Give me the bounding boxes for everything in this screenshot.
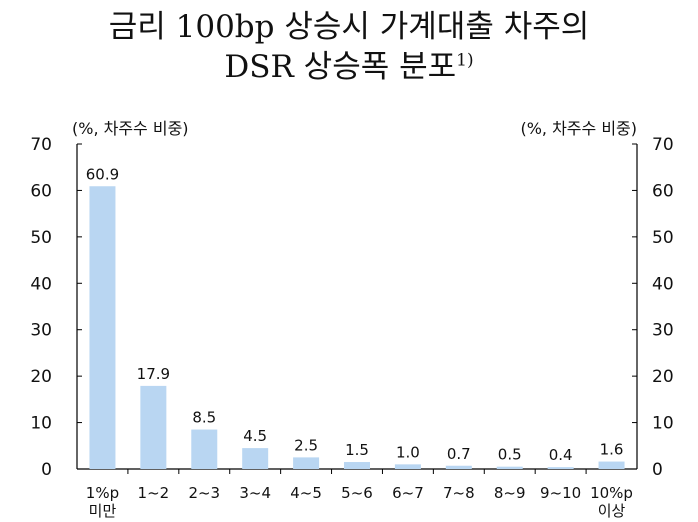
bar-value-label: 2.5 [294, 436, 318, 454]
bar [242, 448, 269, 469]
y-tick-label-right: 60 [652, 181, 674, 201]
y-tick-label-left: 20 [30, 367, 52, 387]
y-tick-label-right: 20 [652, 367, 674, 387]
footnote-mark: 1) [456, 50, 474, 71]
x-tick-label: 이상 [598, 502, 626, 520]
bar-value-label: 0.4 [549, 446, 573, 464]
x-tick-label: 9~10 [540, 484, 581, 502]
bar [293, 457, 320, 469]
plot-area: 0 0 10 10 20 20 30 30 40 40 50 50 60 60 70 70 60.9 1%p미만 1… [30, 135, 673, 520]
left-unit-label: (%, 차주수 비중) [72, 119, 189, 138]
x-tick-label: 4~5 [290, 484, 322, 502]
bar [344, 462, 370, 469]
bar [89, 186, 116, 469]
y-tick-label-right: 0 [652, 460, 663, 480]
right-unit-label: (%, 차주수 비중) [520, 119, 637, 138]
bar-value-label: 0.5 [498, 446, 522, 464]
bar [547, 467, 574, 469]
bar-value-label: 1.6 [600, 441, 624, 459]
y-tick-label-left: 10 [30, 414, 52, 434]
y-tick-label-left: 60 [30, 181, 52, 201]
x-tick-label: 6~7 [392, 484, 424, 502]
bar-value-label: 8.5 [192, 409, 216, 427]
bar [191, 429, 218, 469]
x-tick-label: 3~4 [239, 484, 271, 502]
x-tick-label: 미만 [89, 502, 117, 520]
y-tick-label-left: 50 [30, 228, 52, 248]
y-tick-label-right: 10 [652, 414, 674, 434]
bar [394, 464, 421, 469]
y-tick-label-right: 30 [652, 321, 674, 341]
chart-title-line2: DSR 상승폭 분포1) [0, 52, 698, 83]
bar-value-label: 1.0 [396, 443, 420, 461]
bar [496, 466, 523, 469]
x-tick-label: 1%p [86, 484, 119, 502]
x-tick-label: 2~3 [188, 484, 220, 502]
bar-value-label: 17.9 [137, 365, 170, 383]
x-tick-label: 1~2 [138, 484, 170, 502]
x-tick-label: 10%p [590, 484, 633, 502]
y-tick-label-left: 0 [41, 460, 52, 480]
bar-value-label: 1.5 [345, 441, 369, 459]
y-tick-label-right: 70 [652, 135, 674, 155]
y-tick-label-right: 40 [652, 274, 674, 294]
y-tick-label-left: 30 [30, 321, 52, 341]
bar-value-label: 0.7 [447, 445, 471, 463]
x-tick-label: 8~9 [494, 484, 526, 502]
bar-value-label: 60.9 [86, 165, 119, 183]
bar-value-label: 4.5 [243, 427, 267, 445]
x-tick-label: 5~6 [341, 484, 373, 502]
y-tick-label-right: 50 [652, 228, 674, 248]
bar [445, 465, 472, 469]
chart-title-line1: 금리 100bp 상승시 가계대출 차주의 [0, 12, 698, 43]
y-tick-label-left: 40 [30, 274, 52, 294]
bar [140, 385, 167, 469]
chart-title-text-2: DSR 상승폭 분포 [224, 49, 457, 85]
y-tick-label-left: 70 [30, 135, 52, 155]
x-tick-label: 7~8 [443, 484, 475, 502]
chart-title-text-1: 금리 100bp 상승시 가계대출 차주의 [108, 9, 590, 45]
bar [598, 461, 625, 469]
